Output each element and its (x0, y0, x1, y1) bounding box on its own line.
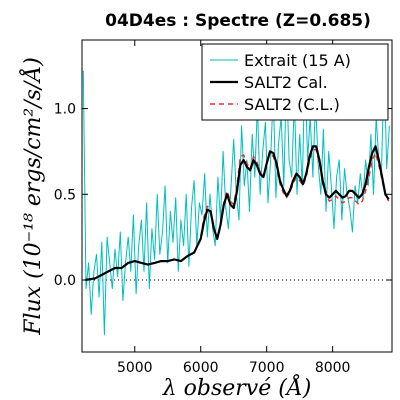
x-tick-label: 8000 (315, 360, 351, 376)
x-tick-label: 5000 (117, 360, 153, 376)
series-line-1 (85, 145, 390, 282)
chart-title: 04D4es : Spectre (Z=0.685) (105, 11, 371, 31)
x-axis-label: λ observé (Å) (162, 373, 312, 400)
legend-label-2: SALT2 (C.L.) (244, 95, 340, 114)
y-tick-label: 1.0 (54, 102, 76, 118)
plot-frame (81, 39, 393, 353)
y-tick-label: 0.0 (54, 273, 76, 289)
x-tick-label: 6000 (183, 360, 219, 376)
legend-label-0: Extrait (15 A) (244, 51, 351, 70)
legend: Extrait (15 A) SALT2 Cal. SALT2 (C.L.) (201, 43, 389, 121)
legend-label-1: SALT2 Cal. (244, 73, 328, 92)
x-tick-label: 7000 (249, 360, 285, 376)
y-axis-label: Flux (10⁻¹⁸ ergs/cm²/s/Å) (18, 57, 46, 336)
y-tick-label: 0.5 (54, 187, 76, 203)
